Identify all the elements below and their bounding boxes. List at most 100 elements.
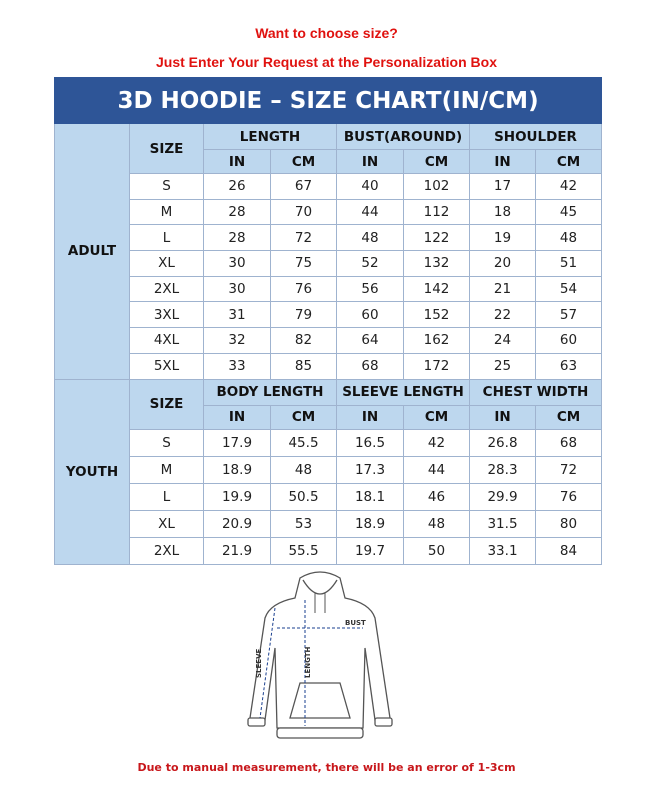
bust-label: BUST: [345, 619, 366, 627]
column-group-header: BUST(AROUND): [336, 123, 470, 150]
unit-header-in: IN: [336, 149, 404, 174]
measurement-cell: 50: [403, 536, 470, 565]
column-group-header: BODY LENGTH: [203, 378, 337, 406]
measurement-cell: 57: [534, 301, 603, 329]
table-row: 3XL 31 79 60 152 22 57: [55, 301, 603, 329]
chart-title: 3D HOODIE – SIZE CHART(IN/CM): [53, 77, 603, 124]
size-cell: 2XL: [129, 275, 204, 303]
measurement-cell: 17: [469, 173, 536, 200]
measurement-cell: 48: [403, 509, 470, 538]
youth-section-label: YOUTH: [54, 378, 130, 565]
measurement-cell: 67: [270, 173, 337, 200]
unit-header-cm: CM: [403, 149, 470, 174]
size-cell: L: [129, 482, 204, 511]
size-header: SIZE: [129, 378, 204, 430]
unit-header-in: IN: [469, 149, 536, 174]
measurement-cell: 30: [203, 275, 271, 303]
measurement-cell: 122: [403, 224, 470, 252]
measurement-cell: 152: [403, 301, 470, 329]
size-cell: 4XL: [129, 327, 204, 354]
measurement-cell: 82: [270, 327, 337, 354]
size-cell: 5XL: [129, 352, 204, 380]
adult-section-label: ADULT: [54, 123, 130, 380]
measurement-cell: 72: [270, 224, 337, 252]
measurement-cell: 25: [469, 352, 536, 380]
measurement-cell: 162: [403, 327, 470, 354]
measurement-cell: 46: [403, 482, 470, 511]
measurement-cell: 132: [403, 250, 470, 277]
measurement-cell: 85: [270, 352, 337, 380]
unit-header-in: IN: [203, 404, 271, 430]
measurement-note: Due to manual measurement, there will be…: [137, 761, 516, 774]
size-cell: 2XL: [129, 536, 204, 565]
table-row: 2XL 21.9 55.5 19.7 50 33.1 84: [55, 536, 603, 565]
measurement-cell: 32: [203, 327, 271, 354]
measurement-cell: 24: [469, 327, 536, 354]
measurement-cell: 40: [336, 173, 404, 200]
column-group-header: SHOULDER: [468, 123, 603, 150]
measurement-cell: 72: [534, 455, 603, 484]
measurement-cell: 21: [469, 275, 536, 303]
unit-header-cm: CM: [270, 404, 337, 430]
measurement-cell: 54: [534, 275, 603, 303]
sleeve-label: SLEEVE: [255, 649, 263, 678]
measurement-cell: 17.3: [336, 455, 404, 484]
column-group-header: SLEEVE LENGTH: [336, 378, 470, 406]
unit-header-cm: CM: [534, 149, 603, 174]
hoodie-measurement-diagram: BUST LENGTH SLEEVE: [247, 571, 393, 739]
measurement-cell: 55.5: [270, 536, 337, 565]
size-cell: S: [129, 428, 204, 457]
measurement-cell: 44: [403, 455, 470, 484]
table-row: XL 20.9 53 18.9 48 31.5 80: [55, 509, 603, 538]
measurement-cell: 42: [403, 428, 470, 457]
measurement-cell: 53: [270, 509, 337, 538]
table-row: 5XL 33 85 68 172 25 63: [55, 352, 603, 380]
measurement-cell: 60: [336, 301, 404, 329]
measurement-cell: 68: [534, 428, 603, 457]
unit-header-in: IN: [336, 404, 404, 430]
table-row: S 26 67 40 102 17 42: [55, 173, 603, 200]
measurement-cell: 31: [203, 301, 271, 329]
column-group-header: CHEST WIDTH: [468, 378, 603, 406]
measurement-cell: 45: [534, 198, 603, 226]
measurement-cell: 18.9: [203, 455, 271, 484]
measurement-cell: 76: [270, 275, 337, 303]
length-label: LENGTH: [304, 647, 312, 678]
measurement-cell: 21.9: [203, 536, 271, 565]
table-row: M 28 70 44 112 18 45: [55, 198, 603, 226]
size-cell: XL: [129, 509, 204, 538]
table-row: S 17.9 45.5 16.5 42 26.8 68: [55, 428, 603, 457]
measurement-cell: 142: [403, 275, 470, 303]
measurement-cell: 26: [203, 173, 271, 200]
measurement-cell: 75: [270, 250, 337, 277]
measurement-cell: 172: [403, 352, 470, 380]
measurement-cell: 56: [336, 275, 404, 303]
measurement-cell: 22: [469, 301, 536, 329]
measurement-cell: 28.3: [469, 455, 536, 484]
measurement-cell: 30: [203, 250, 271, 277]
measurement-cell: 102: [403, 173, 470, 200]
size-cell: M: [129, 198, 204, 226]
table-row: XL 30 75 52 132 20 51: [55, 250, 603, 277]
unit-header-cm: CM: [403, 404, 470, 430]
unit-header-in: IN: [469, 404, 536, 430]
measurement-cell: 31.5: [469, 509, 536, 538]
size-cell: XL: [129, 250, 204, 277]
measurement-cell: 70: [270, 198, 337, 226]
measurement-cell: 28: [203, 198, 271, 226]
table-row: L 28 72 48 122 19 48: [55, 224, 603, 252]
measurement-cell: 17.9: [203, 428, 271, 457]
column-group-header: LENGTH: [203, 123, 337, 150]
measurement-cell: 33: [203, 352, 271, 380]
measurement-cell: 44: [336, 198, 404, 226]
measurement-cell: 33.1: [469, 536, 536, 565]
unit-header-cm: CM: [534, 404, 603, 430]
measurement-cell: 18.1: [336, 482, 404, 511]
measurement-cell: 29.9: [469, 482, 536, 511]
table-row: M 18.9 48 17.3 44 28.3 72: [55, 455, 603, 484]
measurement-cell: 18.9: [336, 509, 404, 538]
measurement-cell: 64: [336, 327, 404, 354]
measurement-cell: 79: [270, 301, 337, 329]
measurement-cell: 26.8: [469, 428, 536, 457]
measurement-cell: 50.5: [270, 482, 337, 511]
